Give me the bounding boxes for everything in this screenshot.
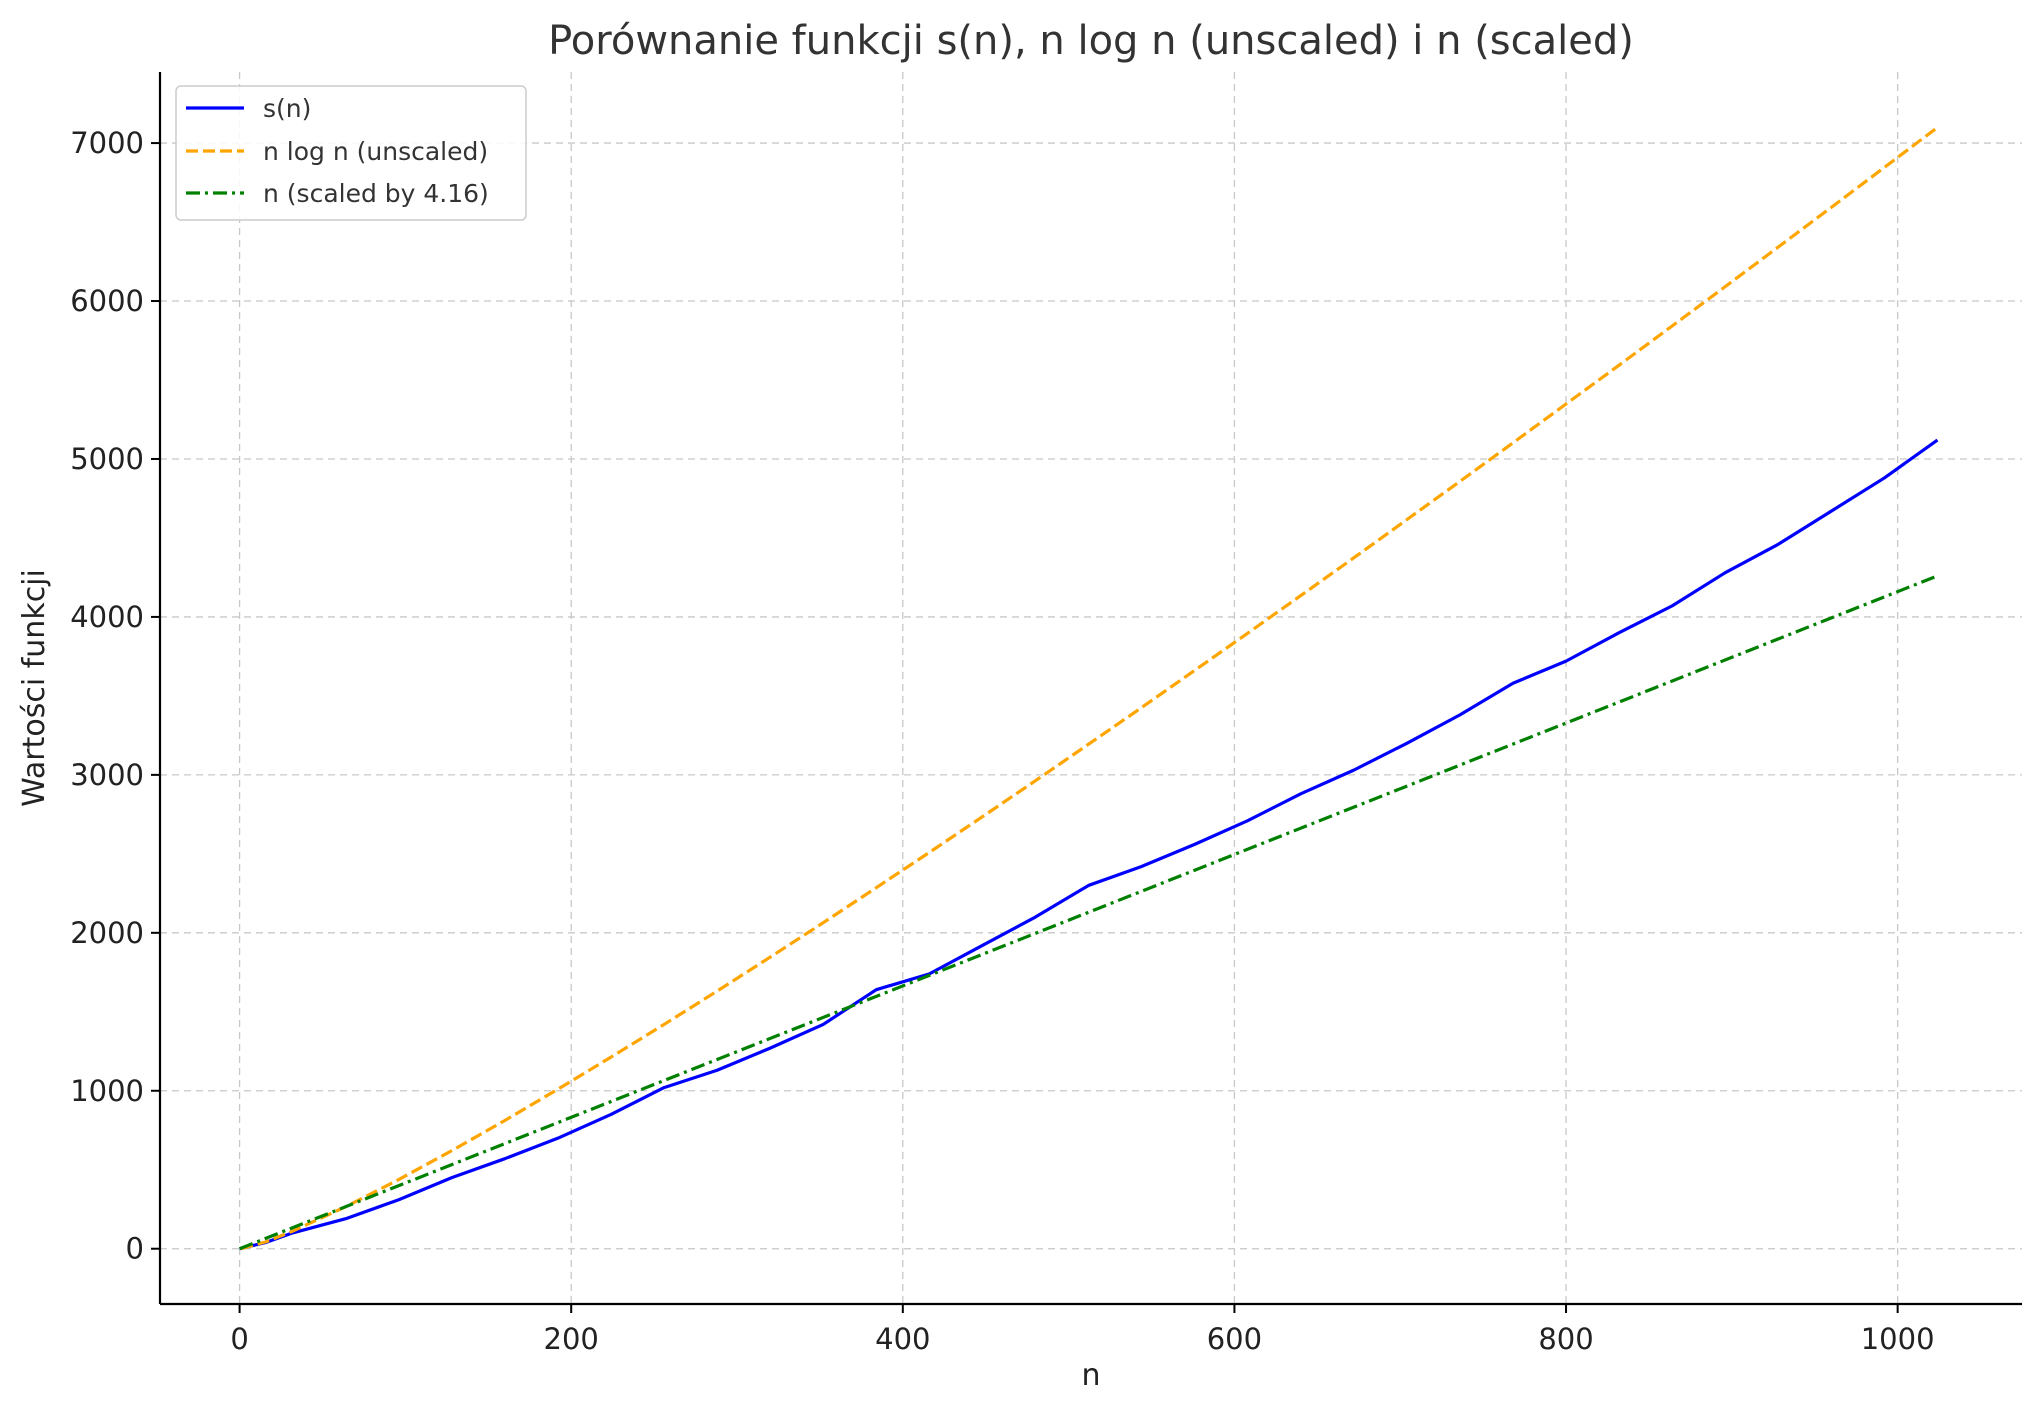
legend-label-n-scaled: n (scaled by 4.16) [263,179,489,208]
legend-frame [175,85,527,221]
series-line-nlogn [240,126,1939,1251]
legend-label-s: s(n) [263,94,311,123]
x-tick-label: 200 [544,1322,599,1356]
x-axis-label: n [1081,1358,1100,1393]
chart-title: Porównanie funkcji s(n), n log n (unscal… [548,18,1634,64]
y-tick-label: 5000 [70,442,144,476]
x-tick-label: 0 [230,1322,248,1356]
x-tick-label: 800 [1538,1322,1593,1356]
x-tick-label: 600 [1207,1322,1262,1356]
x-tick-label: 400 [875,1322,930,1356]
legend-label-nlogn: n log n (unscaled) [263,137,488,166]
y-tick-label: 3000 [70,758,144,792]
grid [160,72,2022,1304]
legend: s(n) n log n (unscaled) n (scaled by 4.1… [175,85,527,221]
y-tick-label: 2000 [70,916,144,950]
y-tick-label: 6000 [70,284,144,318]
series-line-n-scaled [239,574,1939,1251]
y-tick-label: 1000 [70,1074,144,1108]
y-axis-label: Wartości funkcji [17,569,52,807]
x-axis-ticks: 0 200 400 600 800 1000 [230,1304,1935,1356]
x-tick-label: 1000 [1861,1322,1935,1356]
y-axis-ticks: 0 1000 2000 3000 4000 5000 6000 7000 [70,126,160,1266]
y-tick-label: 7000 [70,126,144,160]
y-tick-label: 0 [126,1232,144,1266]
series-line-s [239,438,1939,1251]
series-lines [239,126,1939,1251]
y-tick-label: 4000 [70,600,144,634]
